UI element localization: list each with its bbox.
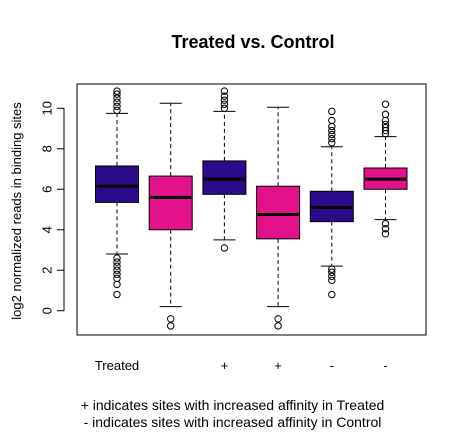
outlier-point <box>113 290 121 299</box>
outlier-point <box>328 134 336 143</box>
footnote-treated: + indicates sites with increased affinit… <box>80 397 385 413</box>
box-group-5 <box>309 107 354 299</box>
outlier-point <box>113 270 121 278</box>
outlier-point <box>381 110 390 119</box>
box-iqr <box>202 160 247 195</box>
outlier-point <box>113 262 121 270</box>
outlier-point <box>381 116 390 125</box>
outlier-point <box>381 219 390 228</box>
outlier-point <box>328 130 336 139</box>
box-group-6 <box>363 100 408 238</box>
x-tick-label: + <box>221 358 229 373</box>
outlier-point <box>274 322 282 330</box>
box-iqr <box>148 175 193 231</box>
outlier-point <box>220 92 229 100</box>
outlier-point <box>220 96 229 104</box>
x-tick-label: + <box>274 358 282 373</box>
outlier-point <box>113 266 121 274</box>
outlier-point <box>113 258 121 266</box>
outlier-point <box>167 315 175 323</box>
x-tick-label: - <box>383 358 387 373</box>
outlier-point <box>220 104 229 112</box>
outlier-point <box>381 100 390 108</box>
box-group-4 <box>256 106 301 330</box>
outlier-point <box>113 87 121 95</box>
outlier-point <box>113 254 121 262</box>
y-axis-label: log2 normalized reads in binding sites <box>9 102 24 320</box>
outlier-point <box>381 230 390 238</box>
outlier-point <box>220 87 229 95</box>
outlier-point <box>113 102 121 110</box>
outlier-point <box>113 98 121 106</box>
outlier-point <box>381 120 390 129</box>
outlier-point <box>328 272 336 280</box>
outlier-point <box>220 244 229 252</box>
y-tick-label: 4 <box>39 226 54 233</box>
outlier-point <box>167 322 175 330</box>
footnote-control: - indicates sites with increased affinit… <box>83 414 382 430</box>
outlier-point <box>328 276 336 285</box>
outlier-point <box>274 315 282 323</box>
outlier-point <box>328 126 336 135</box>
outlier-point <box>113 106 121 115</box>
x-tick-label: Treated <box>95 358 139 373</box>
box-group-1 <box>95 87 139 299</box>
outlier-point <box>328 116 336 125</box>
outlier-point <box>113 94 121 102</box>
outlier-point <box>113 280 121 289</box>
outlier-point <box>220 100 229 108</box>
box-group-3 <box>202 87 247 252</box>
y-tick-label: 0 <box>39 307 54 314</box>
chart-title: Treated vs. Control <box>171 32 334 52</box>
outlier-point <box>328 107 336 116</box>
x-tick-label: - <box>330 358 334 373</box>
boxes-layer <box>95 87 408 330</box>
box-iqr <box>95 165 139 203</box>
outlier-point <box>113 90 121 98</box>
y-tick-label: 2 <box>39 267 54 274</box>
outlier-point <box>328 265 336 273</box>
outlier-point <box>328 139 336 147</box>
outlier-point <box>328 268 336 276</box>
outlier-point <box>328 290 336 299</box>
y-tick-label: 10 <box>39 101 54 115</box>
outlier-point <box>381 123 390 132</box>
box-group-2 <box>148 102 193 330</box>
plot-frame <box>76 83 427 336</box>
y-axis: 0 2 4 6 8 10 <box>39 101 65 314</box>
outlier-point <box>381 225 390 233</box>
box-iqr <box>256 185 301 240</box>
outlier-point <box>113 274 121 283</box>
outlier-point <box>328 122 336 131</box>
y-tick-label: 8 <box>39 145 54 152</box>
x-axis-labels: Treated + + - - <box>95 358 388 373</box>
y-tick-label: 6 <box>39 186 54 193</box>
